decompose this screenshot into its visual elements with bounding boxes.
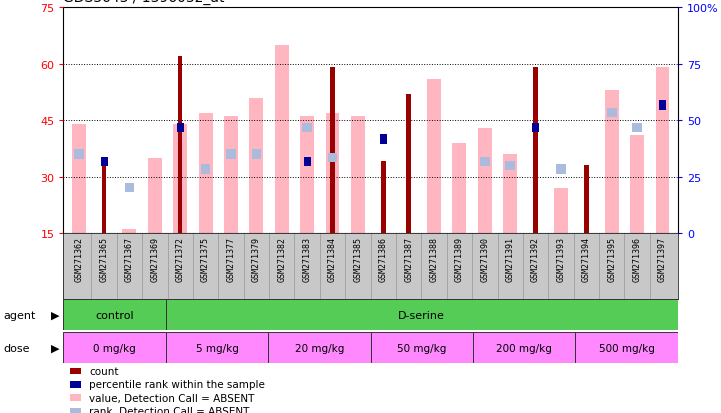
- Text: 5 mg/kg: 5 mg/kg: [195, 343, 239, 353]
- Bar: [605, 91, 619, 233]
- Bar: [453, 143, 466, 233]
- Bar: [630, 136, 644, 233]
- Bar: [252, 150, 261, 159]
- Text: value, Detection Call = ABSENT: value, Detection Call = ABSENT: [89, 393, 255, 403]
- Text: GSM271365: GSM271365: [99, 237, 109, 282]
- Bar: [607, 109, 616, 118]
- Bar: [125, 184, 134, 193]
- Bar: [381, 162, 386, 233]
- Text: ▶: ▶: [51, 310, 60, 320]
- Bar: [100, 157, 107, 167]
- Text: dose: dose: [4, 343, 30, 353]
- Bar: [478, 128, 492, 233]
- Text: control: control: [95, 310, 134, 320]
- Bar: [166, 299, 678, 330]
- Bar: [300, 117, 314, 233]
- Bar: [226, 150, 236, 159]
- Text: GSM271396: GSM271396: [632, 237, 642, 282]
- Text: agent: agent: [4, 310, 36, 320]
- Bar: [380, 135, 387, 144]
- Text: GSM271379: GSM271379: [252, 237, 261, 282]
- Bar: [102, 166, 106, 233]
- Text: GSM271362: GSM271362: [74, 237, 83, 282]
- Bar: [275, 46, 288, 233]
- Text: GSM271395: GSM271395: [607, 237, 616, 282]
- Bar: [74, 150, 84, 159]
- Text: GSM271389: GSM271389: [455, 237, 464, 282]
- Bar: [655, 68, 670, 233]
- Bar: [200, 165, 211, 174]
- Text: count: count: [89, 366, 119, 376]
- Bar: [584, 166, 588, 233]
- Bar: [268, 332, 371, 363]
- Bar: [351, 117, 365, 233]
- Text: GSM271385: GSM271385: [353, 237, 363, 282]
- Bar: [473, 332, 575, 363]
- Bar: [70, 381, 81, 388]
- Text: GSM271390: GSM271390: [480, 237, 490, 282]
- Bar: [198, 113, 213, 233]
- Text: GSM271387: GSM271387: [404, 237, 413, 282]
- Text: ▶: ▶: [51, 343, 60, 353]
- Text: GSM271386: GSM271386: [379, 237, 388, 282]
- Text: GSM271382: GSM271382: [278, 237, 286, 282]
- Bar: [328, 154, 337, 163]
- Text: GSM271367: GSM271367: [125, 237, 134, 282]
- Text: 0 mg/kg: 0 mg/kg: [93, 343, 136, 353]
- Bar: [632, 123, 642, 133]
- Text: 200 mg/kg: 200 mg/kg: [496, 343, 552, 353]
- Bar: [177, 123, 184, 133]
- Bar: [166, 332, 268, 363]
- Bar: [148, 158, 162, 233]
- Text: 50 mg/kg: 50 mg/kg: [397, 343, 446, 353]
- Text: GSM271375: GSM271375: [201, 237, 210, 282]
- Text: 20 mg/kg: 20 mg/kg: [295, 343, 344, 353]
- Bar: [480, 157, 490, 167]
- Bar: [575, 332, 678, 363]
- Bar: [505, 161, 515, 171]
- Bar: [70, 394, 81, 401]
- Text: GSM271394: GSM271394: [582, 237, 590, 282]
- Text: rank, Detection Call = ABSENT: rank, Detection Call = ABSENT: [89, 406, 249, 413]
- Bar: [330, 68, 335, 233]
- Bar: [554, 188, 568, 233]
- Text: GSM271392: GSM271392: [531, 237, 540, 282]
- Text: GSM271372: GSM271372: [176, 237, 185, 282]
- Text: GSM271391: GSM271391: [505, 237, 515, 282]
- Bar: [302, 123, 312, 133]
- Bar: [407, 95, 411, 233]
- Bar: [70, 368, 81, 375]
- Bar: [224, 117, 238, 233]
- Bar: [70, 408, 81, 413]
- Bar: [532, 123, 539, 133]
- Bar: [63, 299, 166, 330]
- Text: D-serine: D-serine: [398, 310, 446, 320]
- Bar: [173, 125, 187, 233]
- Text: GDS3643 / 1396032_at: GDS3643 / 1396032_at: [63, 0, 225, 5]
- Bar: [71, 125, 86, 233]
- Bar: [659, 101, 666, 111]
- Text: GSM271388: GSM271388: [430, 237, 438, 282]
- Bar: [534, 68, 538, 233]
- Text: percentile rank within the sample: percentile rank within the sample: [89, 380, 265, 389]
- Text: GSM271377: GSM271377: [226, 237, 236, 282]
- Text: 500 mg/kg: 500 mg/kg: [598, 343, 655, 353]
- Bar: [123, 230, 136, 233]
- Text: GSM271369: GSM271369: [151, 237, 159, 282]
- Bar: [503, 154, 517, 233]
- Bar: [427, 80, 441, 233]
- Bar: [304, 157, 311, 167]
- Text: GSM271384: GSM271384: [328, 237, 337, 282]
- Text: GSM271397: GSM271397: [658, 237, 667, 282]
- Text: GSM271393: GSM271393: [557, 237, 565, 282]
- Bar: [371, 332, 473, 363]
- Text: GSM271383: GSM271383: [303, 237, 311, 282]
- Bar: [178, 57, 182, 233]
- Bar: [556, 165, 566, 174]
- Bar: [63, 332, 166, 363]
- Bar: [326, 113, 340, 233]
- Bar: [249, 98, 263, 233]
